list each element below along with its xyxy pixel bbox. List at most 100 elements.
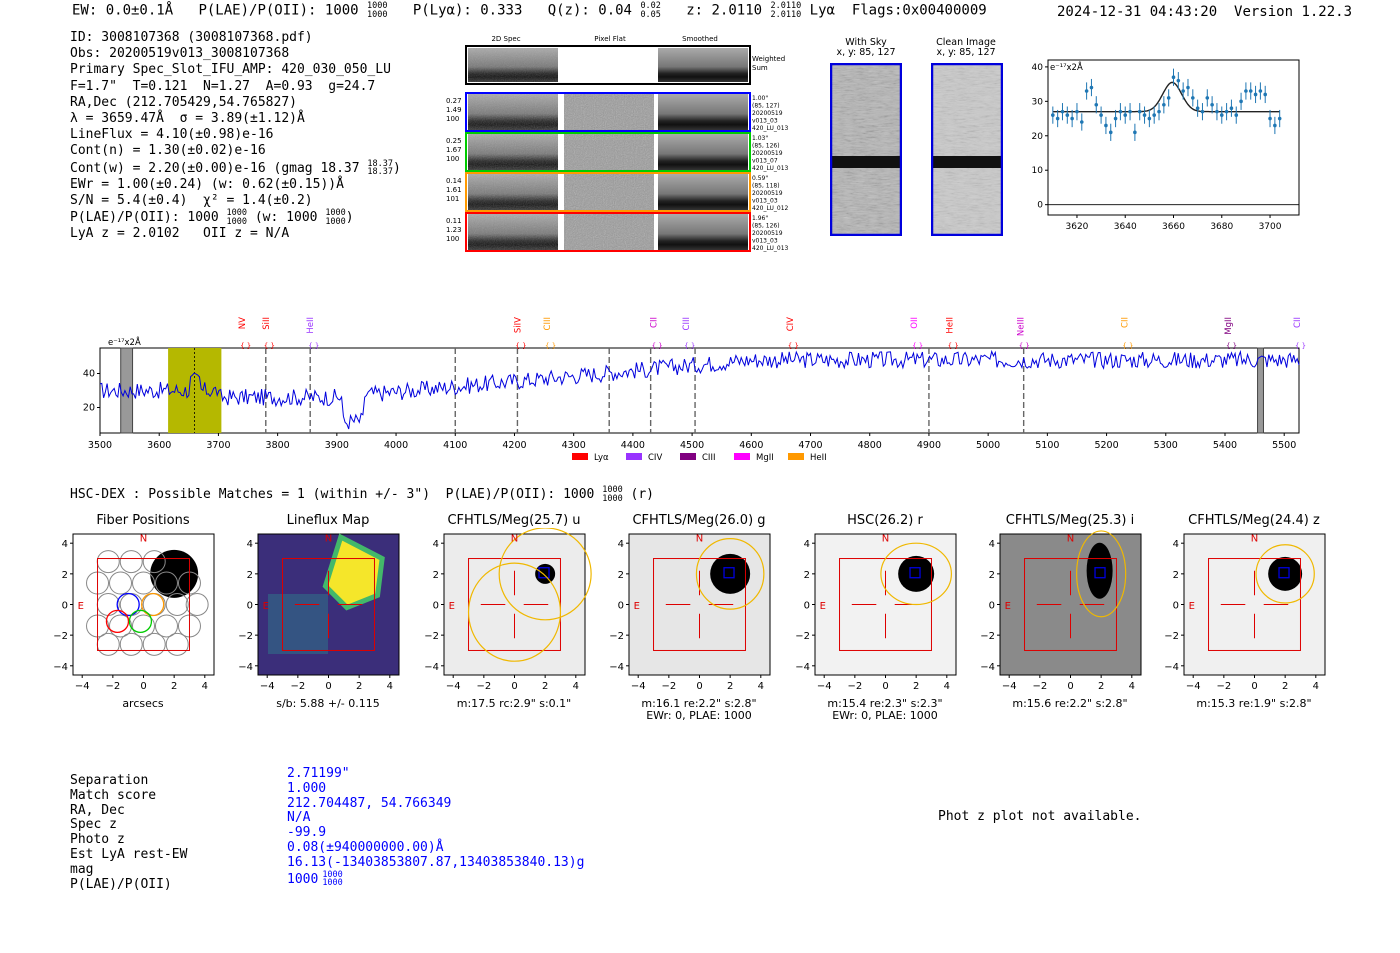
header-ew: EW: 0.0±0.1Å [72, 2, 174, 19]
clean-image-cutout [931, 63, 1003, 236]
full-line-brace: { } [515, 342, 526, 350]
panel-xtick-label: −4 [75, 681, 90, 692]
zoom-point [1157, 109, 1161, 114]
info-lineflux: LineFlux = 4.10(±0.98)e-16 [70, 127, 274, 143]
panel-xtick-label: 2 [727, 681, 733, 692]
panel-ytick-label: 4 [618, 539, 624, 550]
header-plya: P(Lyα): 0.333 [412, 2, 523, 19]
with-sky-title: With Sky [845, 37, 887, 48]
info-plae-frac: 1000 1000 [226, 208, 248, 227]
info-lambda: λ = 3659.47Å σ = 3.89(±1.12)Å [70, 111, 305, 127]
zoom-point [1186, 85, 1190, 90]
full-xtick-label: 5300 [1154, 440, 1178, 451]
fiber-highlight [116, 592, 140, 617]
panel-ytick-label: −4 [1164, 662, 1179, 673]
panel-xtick-label: 0 [511, 681, 517, 692]
panel-image-3: N E −4 −4 −2 −2 0 0 2 2 4 4 [609, 533, 771, 692]
spec-row-3-left-1: 1.23 [446, 226, 462, 234]
spec-row-2-left-0: 0.14 [446, 177, 462, 185]
full-line-brace: { } [1226, 342, 1237, 350]
full-spectrum-line [99, 349, 1300, 430]
spec-row-2-frame [465, 172, 751, 212]
full-line-label: CII [1120, 317, 1130, 328]
hsc-dex-title: HSC-DEX : Possible Matches = 1 (within +… [70, 486, 654, 503]
match-label-3: Spec z [70, 817, 117, 833]
full-legend-swatch [788, 453, 804, 460]
info-obs: Obs: 20200519v013_3008107368 [70, 46, 290, 62]
header-z-frac: 2.0110 2.0110 [770, 1, 802, 20]
aperture-box [1024, 558, 1117, 651]
panel-xtick-label: 0 [696, 681, 702, 692]
full-line-label: HeII [306, 317, 316, 334]
full-xtick-label: 4600 [739, 440, 763, 451]
info-plae-w-frac: 1000 1000 [325, 208, 346, 227]
full-line-label: CII [650, 317, 660, 328]
north-label: N [511, 534, 518, 545]
panel-xtick-label: −4 [446, 681, 461, 692]
info-ewr: EWr = 1.00(±0.24) (w: 0.62(±0.15))Å [70, 176, 344, 192]
panel-xtick-label: 2 [1282, 681, 1288, 692]
zoom-point [1084, 89, 1089, 93]
spec-row-1-frame [465, 132, 751, 172]
fiber-circle [142, 632, 166, 656]
panel-caption-3-0: m:16.1 re:2.2" s:2.8" [641, 697, 757, 710]
zoom-ytick-label: 40 [1032, 63, 1044, 73]
east-label: E [1005, 601, 1011, 612]
panel-frame [628, 533, 771, 676]
full-plot-frame [99, 347, 1300, 434]
spec-row-0-right-4: 420_LU_013 [752, 125, 789, 132]
info-contn: Cont(n) = 1.30(±0.02)e-16 [70, 143, 266, 159]
panel-ytick-label: −2 [424, 631, 439, 642]
zoom-point [1152, 113, 1156, 117]
zoom-point [1099, 113, 1103, 117]
panel-xtick-label: 0 [325, 681, 331, 692]
zoom-point [1205, 96, 1210, 100]
panel-xtick-label: 4 [573, 681, 579, 692]
panel-xtick-label: −4 [1002, 681, 1017, 692]
fiber-highlight [105, 609, 130, 634]
zoom-xtick-label: 3680 [1210, 222, 1233, 232]
panel-title-2: CFHTLS/Meg(25.7) u [447, 513, 581, 528]
fiber-circle [119, 550, 143, 574]
zoom-point [1200, 109, 1205, 114]
zoom-point [1234, 113, 1239, 117]
full-xtick-label: 4100 [443, 440, 467, 451]
full-line-brace: { } [545, 342, 556, 350]
panel-xtick-label: −2 [661, 681, 676, 692]
source-ellipse [1076, 530, 1127, 618]
fiber-circle [132, 614, 155, 638]
match-box [1094, 567, 1106, 579]
photz-message: Phot z plot not available. [938, 809, 1142, 824]
panel-xtick-label: 0 [1251, 681, 1257, 692]
match-value-5: 0.08(±940000000.00)Å [287, 839, 444, 855]
spec-row-0-right-0: 1.00" [752, 95, 768, 102]
spec-row-2-left-1: 1.61 [446, 186, 462, 194]
source-ellipse [498, 528, 592, 621]
spec2d-col-pixelflat: Pixel Flat [594, 35, 626, 43]
full-line-brace: { } [788, 342, 799, 350]
zoom-point [1128, 109, 1132, 114]
source-blob [710, 553, 751, 594]
panel-ytick-label: −4 [424, 662, 439, 673]
panel-image-6: N E −4 −4 −2 −2 0 0 2 2 4 4 [1164, 533, 1326, 692]
full-line-label: CIII [543, 317, 553, 330]
panel-xtick-label: −4 [1186, 681, 1201, 692]
panel-xtick-label: −2 [105, 681, 120, 692]
info-fwhm: F=1.7" T=0.121 N=1.27 A=0.93 g=24.7 [70, 78, 376, 94]
aperture-box [97, 558, 190, 651]
spec-row-3-frame [465, 212, 751, 252]
zoom-point [1239, 99, 1243, 104]
zoom-point [1070, 116, 1074, 121]
panel-xtick-label: 4 [758, 681, 764, 692]
match-label-5: Est LyA rest-EW [70, 846, 188, 862]
panel-xtick-label: 4 [387, 681, 393, 692]
match-label-6: mag [70, 861, 94, 877]
panel-ytick-label: 2 [804, 570, 810, 581]
source-blob [898, 555, 935, 592]
zoom-point [1065, 113, 1070, 117]
spec-row-1-right-0: 1.03" [752, 135, 768, 142]
spec-row-0-right-1: (85, 127) [752, 103, 780, 110]
full-line-label: SiII [262, 317, 272, 330]
info-id: ID: 3008107368 (3008107368.pdf) [70, 30, 313, 45]
zoom-point [1089, 85, 1094, 90]
